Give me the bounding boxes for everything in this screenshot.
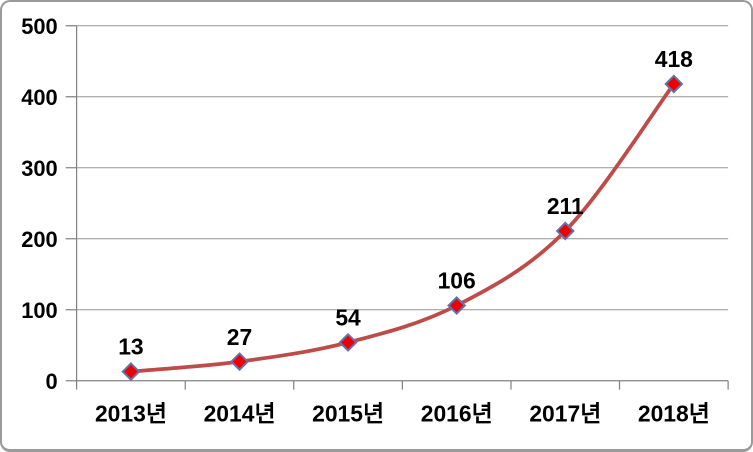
data-point-marker-2017년 <box>555 221 575 241</box>
data-point-marker-2016년 <box>447 295 467 316</box>
series-line <box>129 82 676 374</box>
data-label-2013년: 13 <box>118 334 143 360</box>
x-tick-label-0: 2013년 <box>95 400 167 426</box>
x-tick-label-3: 2016년 <box>421 400 493 426</box>
y-tick-label-500: 500 <box>21 14 57 39</box>
x-tick-label-2: 2015년 <box>312 400 384 426</box>
y-tick-label-0: 0 <box>46 369 58 394</box>
y-tick-label-400: 400 <box>21 85 57 110</box>
data-label-2016년: 106 <box>438 268 476 294</box>
x-tick-label-5: 2018년 <box>638 400 710 426</box>
x-tick-label-4: 2017년 <box>529 400 601 426</box>
data-point-marker-2018년 <box>664 74 684 94</box>
y-tick-label-300: 300 <box>21 156 57 181</box>
data-point-marker-2013년 <box>121 362 141 382</box>
data-label-2018년: 418 <box>655 46 693 72</box>
data-point-marker-2015년 <box>338 332 358 352</box>
data-label-2015년: 54 <box>335 305 361 331</box>
data-label-2014년: 27 <box>227 324 252 350</box>
data-label-2017년: 211 <box>547 193 584 219</box>
y-tick-label-200: 200 <box>21 227 57 252</box>
x-tick-label-1: 2014년 <box>204 400 276 426</box>
data-point-marker-2014년 <box>229 352 250 372</box>
y-tick-label-100: 100 <box>21 298 57 323</box>
